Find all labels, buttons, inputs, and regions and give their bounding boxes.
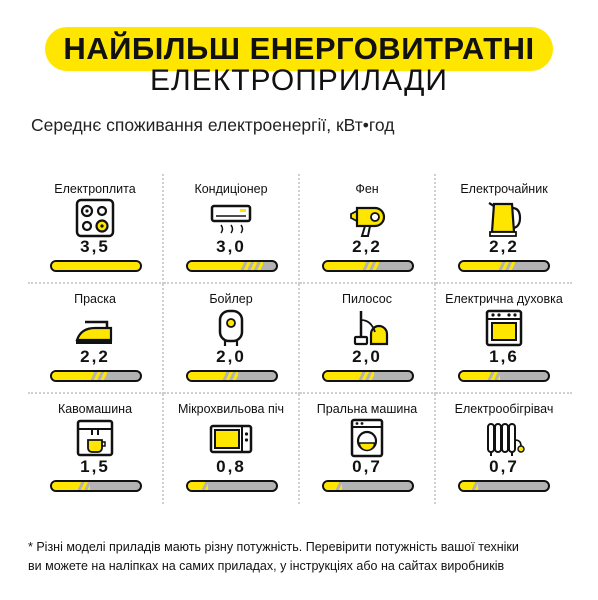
appliance-value: 3,5 [80,237,110,256]
appliance-label: Електрообігрівач [454,402,554,416]
oil-heater-icon [482,418,526,458]
air-conditioner-icon [209,198,253,238]
appliance-value: 2,0 [352,347,382,366]
title-line-2: ЕЛЕКТРОПРИЛАДИ [150,64,448,97]
appliance-value: 1,5 [80,457,110,476]
appliance-label: Пральна машина [316,402,418,416]
appliance-card: Праска 2,2 [28,284,164,394]
appliance-value: 2,2 [80,347,110,366]
consumption-bar [186,370,278,382]
appliance-value: 0,7 [489,457,519,476]
appliance-card: Бойлер 2,0 [164,284,300,394]
water-heater-icon [209,308,253,348]
footnote-line-1: * Різні моделі приладів мають різну поту… [28,540,519,554]
consumption-bar [458,480,550,492]
washing-machine-icon [345,418,389,458]
appliance-card: Кондиціонер 3,0 [164,174,300,284]
appliance-card: Мікрохвильова піч 0,8 [164,394,300,504]
appliance-card: Фен 2,2 [300,174,436,284]
consumption-bar [50,480,142,492]
appliance-card: Електрообігрівач 0,7 [436,394,572,504]
subtitle: Середнє споживання електроенергії, кВт•г… [31,115,395,135]
appliance-label: Електрична духовка [445,292,563,306]
footnote-line-2: ви можете на наліпках на самих приладах,… [28,559,505,573]
appliance-card: Електрочайник 2,2 [436,174,572,284]
microwave-icon [209,418,253,458]
oven-icon [482,308,526,348]
appliance-label: Кавомашина [57,402,133,416]
consumption-bar [322,370,414,382]
appliance-value: 2,2 [352,237,382,256]
iron-icon [73,308,117,348]
appliance-label: Фен [355,182,379,196]
appliance-label: Кондиціонер [194,182,268,196]
consumption-bar [50,370,142,382]
title-banner: НАЙБІЛЬШ ЕНЕРГОВИТРАТНІ [45,27,553,71]
grid-row: Кавомашина 1,5 Мікрохвильова піч [28,394,573,504]
appliance-value: 0,8 [216,457,246,476]
appliance-label: Праска [74,292,116,306]
appliance-label: Бойлер [209,292,253,306]
appliance-card: Кавомашина 1,5 [28,394,164,504]
appliance-value: 3,0 [216,237,246,256]
consumption-bar [458,370,550,382]
appliance-label: Електрочайник [460,182,548,196]
electric-kettle-icon [482,198,526,238]
grid-row: Електроплита 3,5 Кондиціонер [28,174,573,284]
appliance-label: Електроплита [54,182,136,196]
appliance-card: Пральна машина 0,7 [300,394,436,504]
electric-stove-icon [73,198,117,238]
grid-row: Праска 2,2 Бойлер 2,0 [28,284,573,394]
hair-dryer-icon [345,198,389,238]
footnote: * Різні моделі приладів мають різну поту… [28,538,588,576]
appliance-value: 1,6 [489,347,519,366]
appliance-value: 0,7 [352,457,382,476]
appliance-label: Пилосос [342,292,392,306]
title-line-1: НАЙБІЛЬШ ЕНЕРГОВИТРАТНІ [63,31,535,66]
appliance-grid: Електроплита 3,5 Кондиціонер [28,174,573,504]
consumption-bar [322,260,414,272]
coffee-machine-icon [73,418,117,458]
consumption-bar [186,260,278,272]
appliance-card: Електроплита 3,5 [28,174,164,284]
consumption-bar [186,480,278,492]
appliance-value: 2,2 [489,237,519,256]
consumption-bar [322,480,414,492]
consumption-bar [458,260,550,272]
consumption-bar [50,260,142,272]
appliance-label: Мікрохвильова піч [177,402,285,416]
appliance-value: 2,0 [216,347,246,366]
vacuum-cleaner-icon [345,308,389,348]
appliance-card: Пилосос 2,0 [300,284,436,394]
appliance-card: Електрична духовка 1,6 [436,284,572,394]
